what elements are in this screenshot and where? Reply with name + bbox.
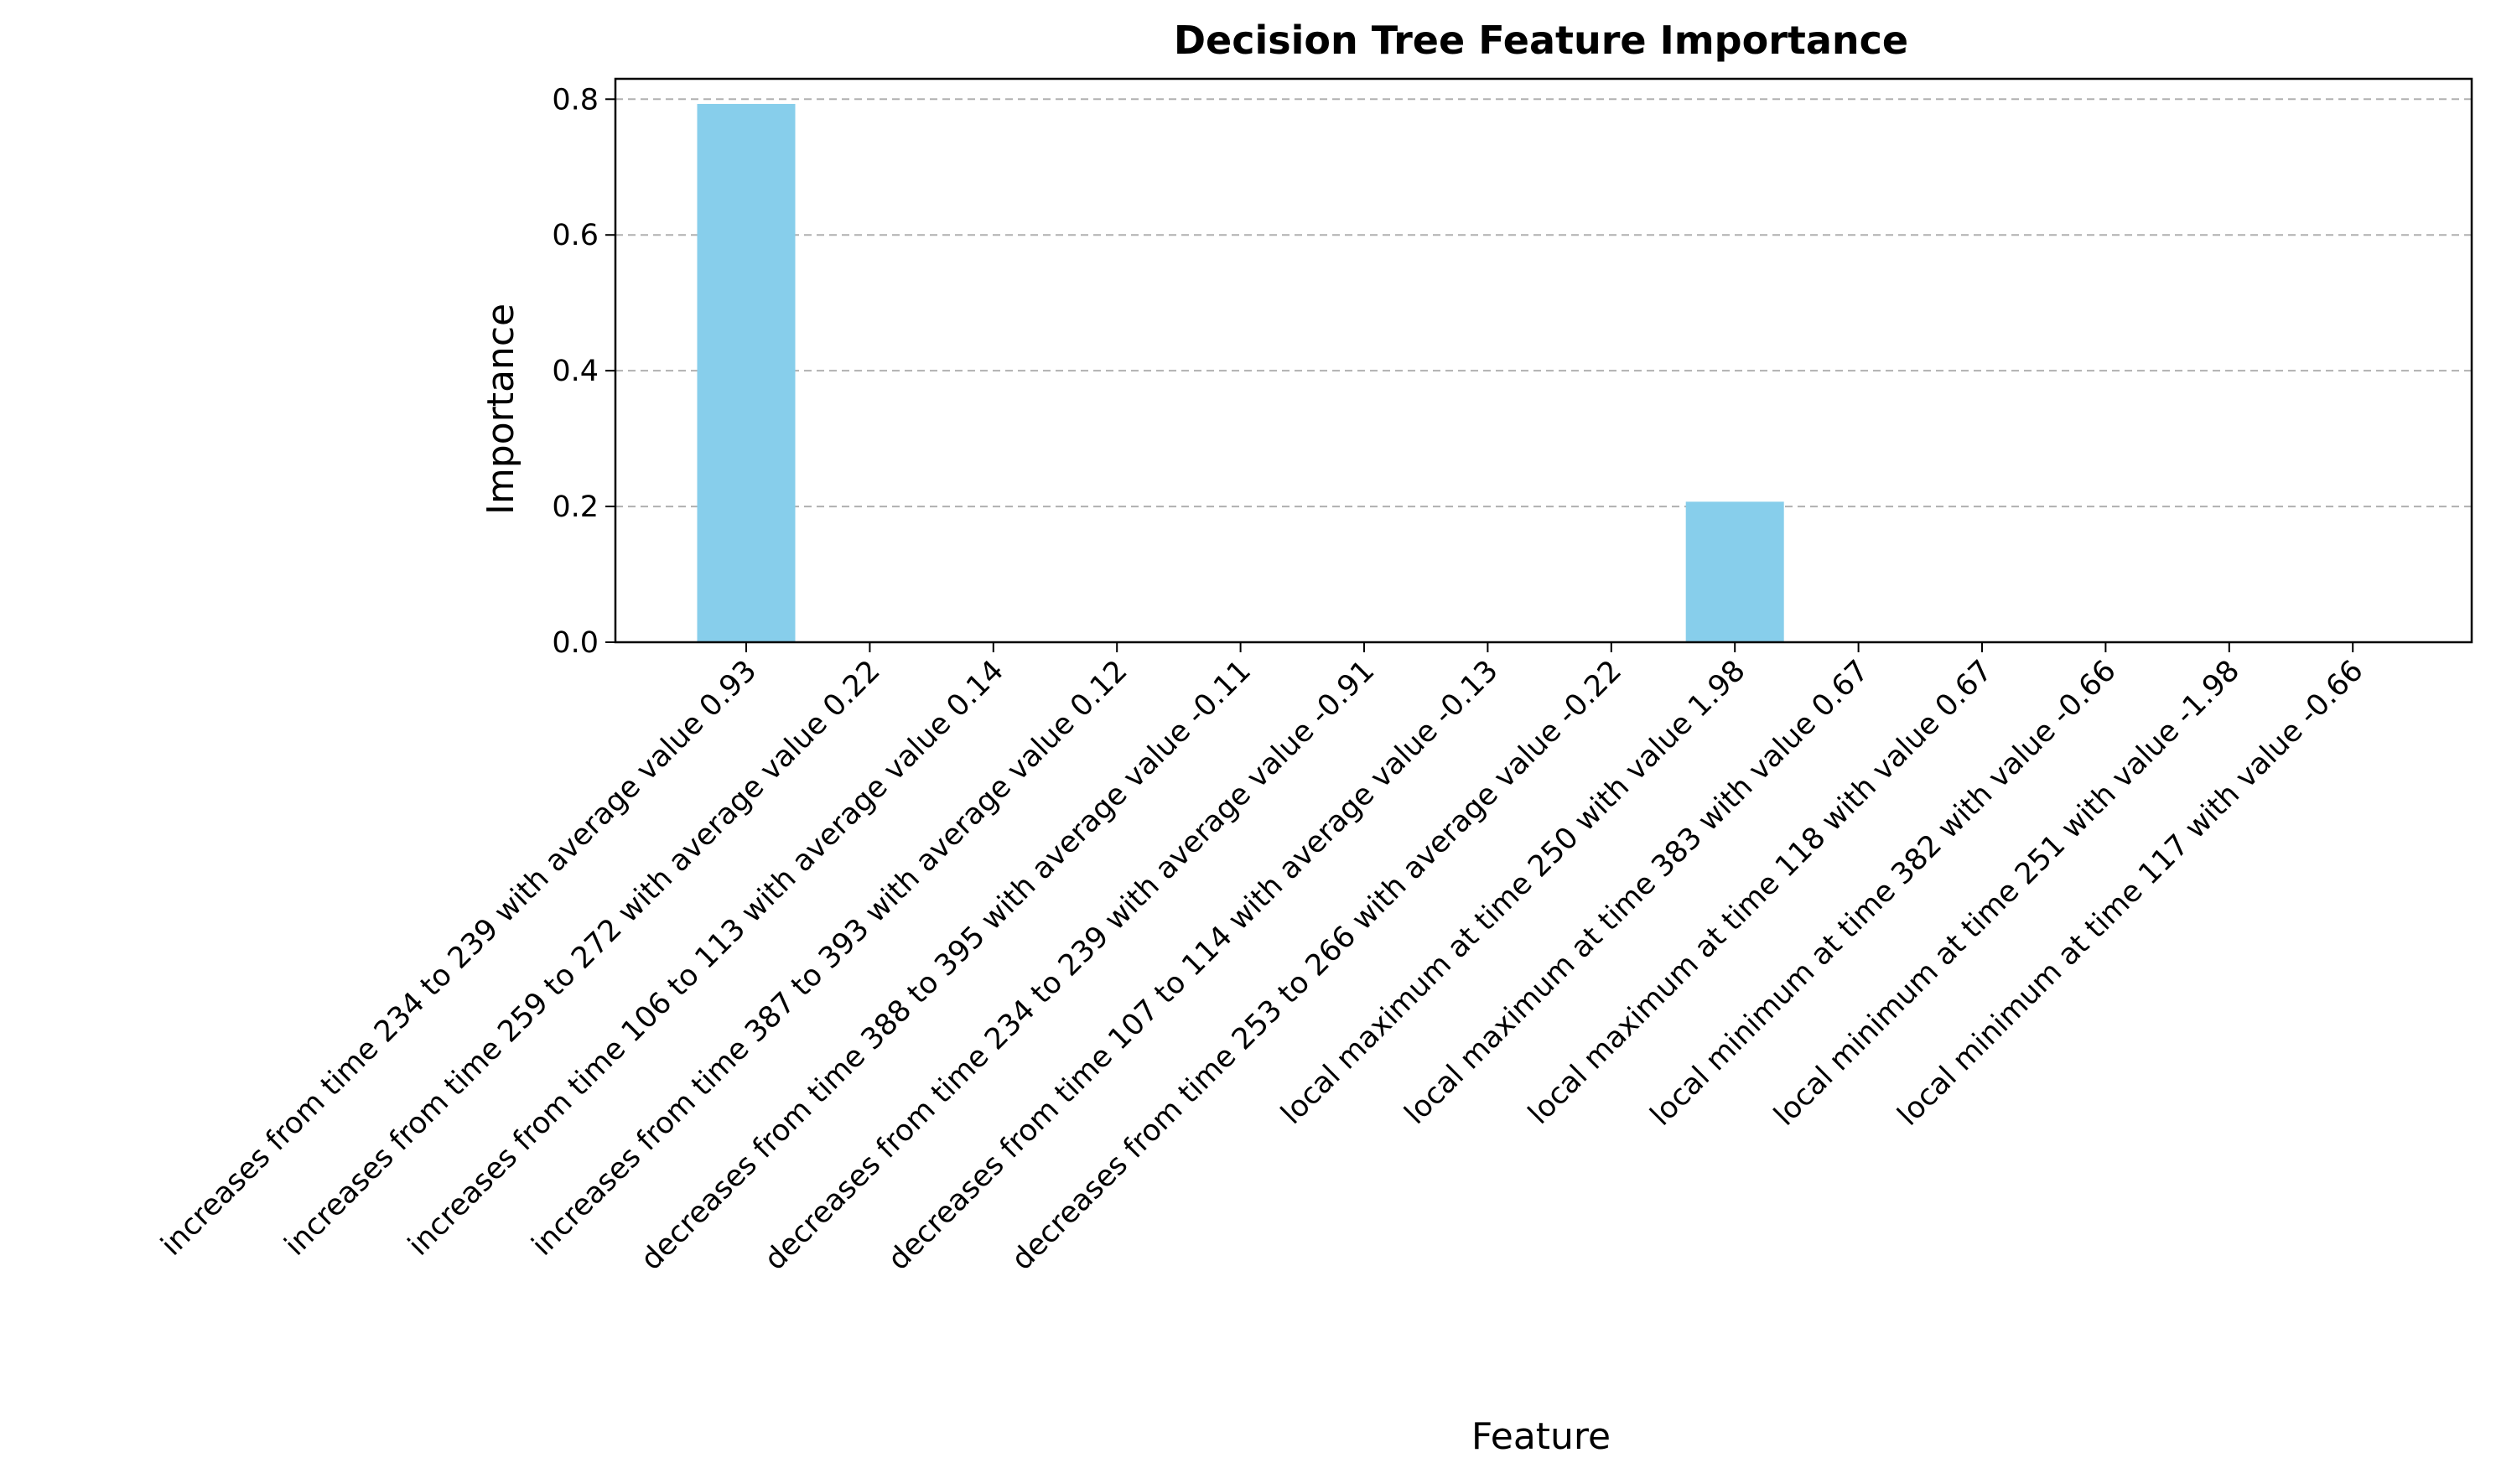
x-axis-label: Feature [1471, 1415, 1611, 1458]
bars [697, 103, 1784, 643]
y-tick-label: 0.0 [552, 626, 599, 660]
y-tick-label: 0.4 [552, 355, 599, 388]
y-tick-label: 0.2 [552, 490, 599, 524]
y-tick-label: 0.8 [552, 83, 599, 117]
plot-frame [614, 77, 2473, 644]
y-axis-ticks: 0.0 0.2 0.4 0.6 0.8 [552, 83, 615, 660]
y-axis-label: Importance [480, 304, 522, 515]
y-tick-label: 0.6 [552, 219, 599, 252]
chart-title: Decision Tree Feature Importance [1174, 18, 1908, 63]
y-gridlines [615, 98, 2472, 508]
bar [1685, 501, 1784, 642]
bar [697, 103, 796, 643]
